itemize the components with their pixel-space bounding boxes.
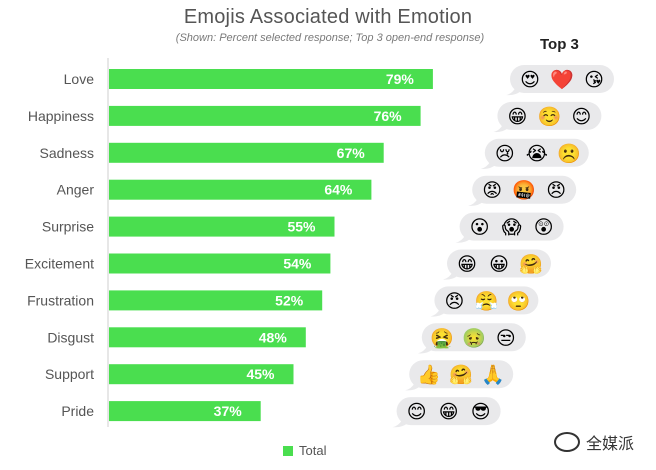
emoji-bubble xyxy=(472,175,577,204)
emoji: 🙏 xyxy=(481,364,505,386)
bar xyxy=(109,179,372,200)
category-label: Disgust xyxy=(47,329,94,345)
bubble-tail xyxy=(480,160,496,169)
emoji: 😱 xyxy=(502,217,522,239)
emoji: 😁 xyxy=(457,254,477,276)
chart-title: Emojis Associated with Emotion xyxy=(183,6,473,28)
emoji-bubble xyxy=(497,101,602,130)
emoji: 😍 xyxy=(520,69,540,91)
bubble-tail xyxy=(455,234,471,243)
emoji: 😡 xyxy=(482,180,502,202)
emoji: 🤗 xyxy=(449,364,473,386)
legend: Total xyxy=(283,443,326,458)
emoji: 😊 xyxy=(407,401,427,423)
bubble-tail xyxy=(443,271,458,280)
emoji: 😊 xyxy=(571,106,591,128)
bubble-tail xyxy=(417,345,433,354)
emoji: 😠 xyxy=(546,180,566,202)
category-label: Pride xyxy=(61,403,94,419)
emoji: 😒 xyxy=(496,327,516,349)
value-label: 54% xyxy=(283,256,312,272)
bar xyxy=(109,327,306,348)
value-label: 48% xyxy=(259,329,288,345)
category-label: Happiness xyxy=(28,108,94,124)
watermark: 全媒派 xyxy=(554,430,634,454)
emoji: ☹️ xyxy=(557,143,581,165)
bar xyxy=(109,290,323,311)
emoji-bubble xyxy=(396,397,501,426)
chat-bubble-icon xyxy=(554,432,580,452)
bar xyxy=(109,216,335,237)
bubble-tail xyxy=(506,87,521,96)
emoji-bubble xyxy=(484,138,589,167)
bar xyxy=(109,364,294,385)
bubble-tail xyxy=(430,308,446,317)
emoji-bubble xyxy=(421,323,526,352)
category-label: Anger xyxy=(57,182,95,198)
value-label: 76% xyxy=(374,108,403,124)
bubble-tail xyxy=(392,419,408,428)
bar xyxy=(109,253,331,274)
emoji: 👍 xyxy=(417,363,441,386)
category-label: Love xyxy=(64,71,95,87)
emoji: 🤢 xyxy=(462,327,486,349)
emoji-bubble xyxy=(510,65,614,93)
emoji: 😠 xyxy=(444,290,464,312)
watermark-text: 全媒派 xyxy=(586,436,635,453)
emoji: ❤️ xyxy=(550,69,574,91)
emoji-bubble xyxy=(447,249,551,278)
category-label: Surprise xyxy=(42,219,94,235)
legend-swatch xyxy=(283,445,293,456)
bar xyxy=(109,69,433,89)
value-label: 37% xyxy=(214,403,243,419)
category-label: Frustration xyxy=(27,292,94,308)
value-label: 55% xyxy=(287,219,316,235)
emoji: 😤 xyxy=(475,290,499,312)
category-label: Sadness xyxy=(40,145,94,161)
emoji: ☺️ xyxy=(538,106,562,128)
emoji-bubble xyxy=(409,360,514,389)
chart-subtitle: (Shown: Percent selected response; Top 3… xyxy=(175,32,485,44)
value-label: 79% xyxy=(386,71,415,87)
emoji: 😁 xyxy=(507,106,527,128)
value-label: 67% xyxy=(337,145,366,161)
emoji: 😢 xyxy=(495,143,515,165)
bar xyxy=(109,142,384,163)
value-label: 64% xyxy=(324,182,353,198)
emoji: 😲 xyxy=(534,217,554,239)
category-label: Excitement xyxy=(25,256,94,272)
emoji: 🤮 xyxy=(430,327,454,349)
top3-heading: Top 3 xyxy=(540,36,579,53)
emoji: 😘 xyxy=(584,69,604,91)
emoji: 🙄 xyxy=(507,290,531,312)
emoji: 😮 xyxy=(470,217,490,239)
legend-label: Total xyxy=(299,443,327,458)
value-label: 45% xyxy=(246,366,275,382)
bubble-tail xyxy=(468,197,484,206)
value-label: 52% xyxy=(275,292,304,308)
emoji: 😭 xyxy=(526,143,548,165)
bubble-tail xyxy=(493,123,509,133)
emoji-bubble xyxy=(459,212,564,241)
emoji: 🤗 xyxy=(519,254,543,276)
bar xyxy=(109,105,421,126)
emoji: 😀 xyxy=(489,254,509,276)
category-label: Support xyxy=(45,366,94,382)
bubble-tail xyxy=(405,382,421,391)
bar xyxy=(109,401,261,422)
emoji: 😎 xyxy=(471,401,491,423)
emoji: 🤬 xyxy=(512,180,536,202)
emoji: 😁 xyxy=(439,401,459,423)
emoji-bubble xyxy=(434,286,539,315)
